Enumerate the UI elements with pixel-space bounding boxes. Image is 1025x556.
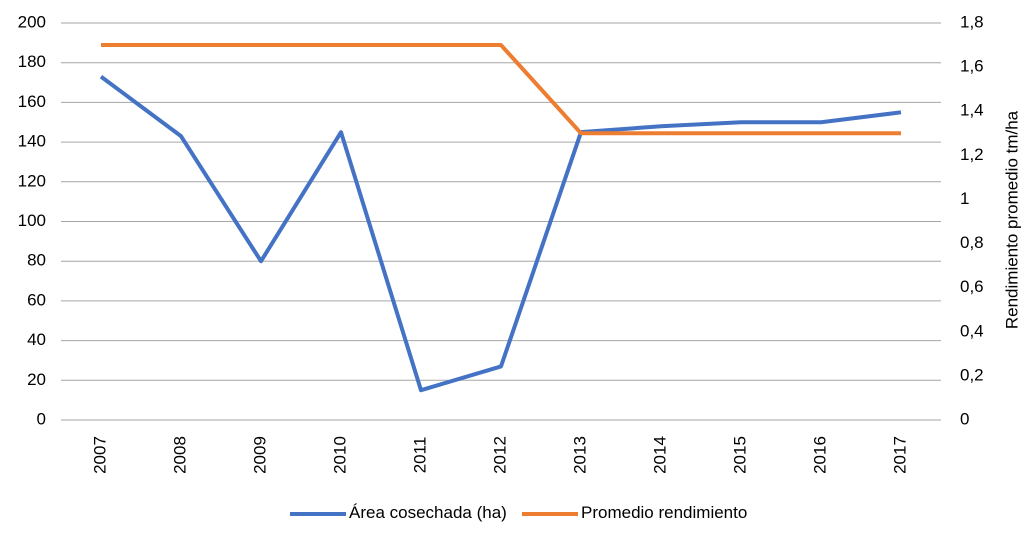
y-tick-label: 120 (18, 171, 46, 190)
x-tick-label: 2016 (810, 436, 829, 474)
legend: Área cosechada (ha) Promedio rendimiento (290, 502, 747, 524)
x-tick-label: 2010 (330, 436, 349, 474)
x-tick-label: 2014 (650, 436, 669, 474)
y2-tick-label: 1,4 (960, 101, 984, 120)
x-tick-label: 2007 (90, 436, 109, 474)
y-tick-label: 20 (27, 370, 46, 389)
y2-tick-label: 1 (960, 189, 969, 208)
x-tick-label: 2012 (490, 436, 509, 474)
y2-tick-label: 0,8 (960, 233, 984, 252)
series-line (101, 43, 901, 136)
y-tick-label: 100 (18, 211, 46, 230)
y-tick-label: 200 (18, 12, 46, 31)
legend-item: Área cosechada (ha) (290, 502, 522, 524)
x-tick-label: 2009 (250, 436, 269, 474)
x-tick-label: 2008 (170, 436, 189, 474)
y2-tick-label: 0,4 (960, 321, 984, 340)
y-tick-label: 80 (27, 251, 46, 270)
x-tick-label: 2013 (570, 436, 589, 474)
x-tick-label: 2011 (410, 437, 429, 474)
y-tick-label: 160 (18, 92, 46, 111)
y2-tick-label: 0,6 (960, 277, 984, 296)
y2-tick-label: 0 (960, 409, 969, 428)
y2-tick-label: 1,6 (960, 57, 984, 76)
legend-label: Promedio rendimiento (581, 503, 748, 522)
y2-tick-label: 1,8 (960, 12, 984, 31)
y2-axis-title: Rendimiento promedio tm/ha (1002, 110, 1021, 329)
y-tick-label: 0 (37, 409, 46, 428)
y-tick-label: 180 (18, 52, 46, 71)
y-tick-label: 40 (27, 330, 46, 349)
legend-swatch (290, 512, 346, 516)
legend-swatch (522, 512, 578, 516)
legend-label: Área cosechada (ha) (349, 503, 507, 522)
y-tick-label: 60 (27, 290, 46, 309)
series-line (99, 74, 902, 393)
x-tick-label: 2015 (730, 436, 749, 474)
y2-tick-label: 0,2 (960, 365, 984, 384)
x-tick-label: 2017 (890, 436, 909, 474)
y2-tick-label: 1,2 (960, 145, 984, 164)
legend-item: Promedio rendimiento (522, 502, 747, 524)
y-tick-label: 140 (18, 132, 46, 151)
